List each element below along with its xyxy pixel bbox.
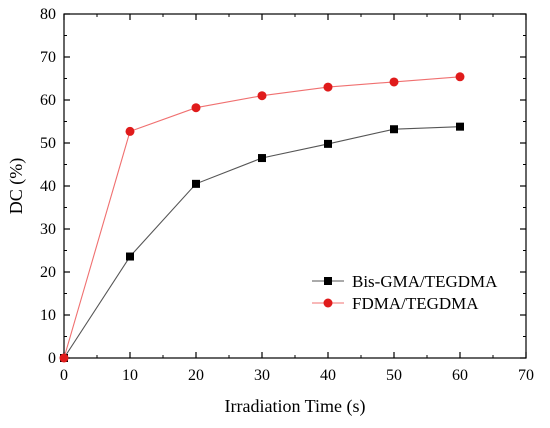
y-tick-label: 80 bbox=[40, 6, 56, 23]
x-tick-label: 30 bbox=[254, 367, 270, 384]
y-tick-label: 50 bbox=[40, 135, 56, 152]
data-point bbox=[390, 125, 398, 134]
x-tick-label: 60 bbox=[452, 367, 468, 384]
data-point bbox=[192, 179, 200, 188]
x-tick-label: 50 bbox=[386, 367, 402, 384]
legend-marker bbox=[324, 277, 332, 285]
x-axis-title: Irradiation Time (s) bbox=[225, 396, 366, 417]
legend-label: Bis-GMA/TEGDMA bbox=[352, 272, 498, 291]
x-tick-label: 40 bbox=[320, 367, 336, 384]
y-axis-title: DC (%) bbox=[6, 158, 27, 215]
y-tick-label: 70 bbox=[40, 49, 56, 66]
data-point bbox=[257, 91, 267, 101]
series-lines bbox=[63, 76, 461, 359]
data-point bbox=[59, 353, 69, 363]
legend-label: FDMA/TEGDMA bbox=[352, 294, 479, 313]
data-point bbox=[389, 77, 399, 87]
x-tick-label: 10 bbox=[122, 367, 138, 384]
y-tick-label: 40 bbox=[40, 178, 56, 195]
series-line-1 bbox=[63, 76, 461, 359]
x-tick-label: 0 bbox=[60, 367, 68, 384]
y-tick-label: 10 bbox=[40, 307, 56, 324]
y-tick-label: 20 bbox=[40, 264, 56, 281]
data-point bbox=[191, 103, 201, 113]
data-point bbox=[456, 122, 464, 131]
legend-marker bbox=[323, 298, 333, 308]
data-point bbox=[455, 72, 465, 82]
data-point bbox=[126, 252, 134, 261]
legend: Bis-GMA/TEGDMA FDMA/TEGDMA bbox=[312, 272, 498, 313]
data-point bbox=[323, 82, 333, 92]
data-point bbox=[324, 139, 332, 148]
y-tick-label: 30 bbox=[40, 221, 56, 238]
axes: 0 10 20 30 40 50 60 70 0 10 20 30 40 50 60 70 80 bbox=[40, 6, 534, 384]
x-tick-label: 70 bbox=[518, 367, 534, 384]
series-markers bbox=[59, 72, 465, 363]
data-point bbox=[125, 126, 135, 136]
y-tick-label: 0 bbox=[48, 350, 56, 367]
data-point bbox=[258, 154, 266, 163]
y-tick-label: 60 bbox=[40, 92, 56, 109]
x-tick-label: 20 bbox=[188, 367, 204, 384]
